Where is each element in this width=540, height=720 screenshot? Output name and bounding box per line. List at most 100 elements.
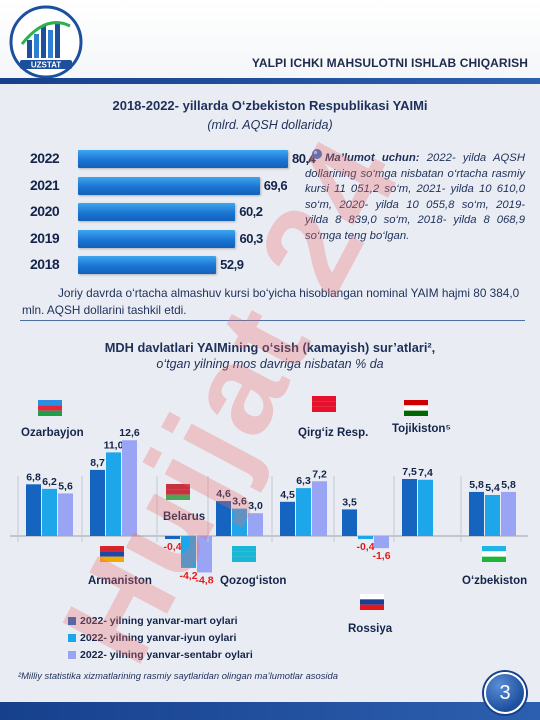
gdp-year-label: 2021: [30, 176, 60, 193]
gdp-bar: [78, 176, 260, 195]
data-label: 5,8: [501, 479, 516, 491]
cis-gdp-growth-chart: 6,8 6,2 5,6 Ozarbayjon 8,7 11,012,6 Armaniston…: [10, 396, 528, 635]
page-header: [0, 0, 540, 84]
data-label: -1,6: [372, 550, 390, 562]
flag-kazakhstan-icon: [232, 556, 256, 562]
legend-label: 2022- yilning yanvar-iyun oylari: [80, 631, 237, 644]
gdp-bar: [78, 150, 288, 168]
data-bar: [42, 488, 57, 536]
flag-belarus-icon: [166, 494, 190, 500]
country-label: Tojikiston⁵: [392, 423, 451, 435]
data-bar: [248, 513, 263, 536]
data-label: 5,8: [469, 479, 484, 491]
flag-kyrgyzstan-icon: [312, 396, 336, 402]
data-label: 5,6: [58, 480, 73, 492]
data-bar: [197, 536, 212, 573]
data-bar: [122, 440, 137, 536]
legend-item: 2022- yilning yanvar-sentabr oylari: [68, 646, 253, 663]
flag-tajikistan-icon: [404, 405, 428, 411]
data-label: 4,5: [280, 489, 295, 501]
flag-kazakhstan-icon: [232, 546, 256, 552]
data-label: 7,4: [418, 467, 433, 479]
flag-kazakhstan-icon: [232, 551, 256, 557]
gdp-value-label: 60,3: [239, 230, 263, 246]
flag-tajikistan-icon: [404, 410, 428, 416]
gdp-chart-title: 2018-2022- yillarda O‘zbekiston Respubli…: [112, 98, 428, 113]
flag-belarus-icon: [166, 489, 190, 495]
info-lead: Ma’lumot uchun:: [325, 152, 420, 164]
data-label: 7,2: [312, 468, 327, 480]
gdp-row-2020: 2020 60,2: [30, 201, 300, 223]
country-label: Qozog‘iston: [220, 575, 286, 587]
footnote: ²Milliy statistika xizmatlarining rasmiy…: [18, 670, 338, 681]
flag-russia-icon: [360, 599, 384, 605]
flag-uzbekistan-icon: [482, 551, 506, 557]
flag-armenia-icon: [100, 556, 124, 562]
gdp-value-label: 80,4: [291, 151, 316, 166]
gdp-value-label: 52,9: [220, 257, 244, 272]
data-label: 11,0: [104, 439, 124, 451]
nominal-gdp-note: Joriy davrda o‘rtacha almashuv kursi bo‘…: [22, 286, 520, 317]
gdp-year-label: 2019: [30, 229, 60, 246]
page-heading: YALPI ICHKI MAHSULOTNI ISHLAB CHIQARISH: [251, 56, 528, 70]
data-label: 6,2: [42, 476, 57, 488]
logo-text: UZSTAT: [31, 61, 61, 70]
data-label: 7,5: [402, 466, 417, 478]
legend-swatch: [68, 633, 76, 642]
page-number: 3: [484, 672, 526, 714]
flag-kyrgyzstan-icon: [312, 406, 336, 412]
flag-uzbekistan-icon: [482, 546, 506, 552]
gdp-row-2019: 2019 60,3: [30, 228, 300, 250]
data-bar: [469, 491, 484, 536]
legend-swatch: [68, 650, 76, 659]
data-label: 4,6: [216, 488, 231, 500]
data-bar: [312, 481, 327, 536]
flag-tajikistan-icon: [404, 400, 428, 406]
data-bar: [485, 494, 500, 536]
gdp-value-label: 60,2: [239, 204, 263, 219]
data-label: 6,3: [296, 475, 311, 487]
legend-item: 2022- yilning yanvar-mart oylari: [68, 612, 253, 629]
data-bar: [402, 479, 417, 536]
country-label: Rossiya: [348, 623, 393, 635]
flag-uzbekistan-icon: [482, 556, 506, 562]
data-label: 3,5: [342, 496, 357, 508]
country-label: Belarus: [163, 511, 205, 523]
gdp-row-2018: 2018 52,9: [30, 254, 300, 276]
country-label: Ozarbayjon: [21, 427, 84, 439]
gdp-chart-subtitle: (mlrd. AQSH dollarida): [207, 118, 333, 132]
data-label: 3,6: [232, 496, 247, 508]
section-divider: [20, 320, 525, 321]
legend-swatch: [68, 616, 76, 625]
data-bar: [374, 536, 389, 549]
flag-belarus-icon: [166, 484, 190, 490]
gdp-row-2022: 2022 80,4: [30, 148, 316, 170]
flag-russia-icon: [360, 604, 384, 610]
footer-bar: [0, 702, 540, 720]
flag-armenia-icon: [100, 551, 124, 557]
legend-label: 2022- yilning yanvar-sentabr oylari: [80, 648, 253, 661]
flag-azerbaijan-icon: [38, 405, 62, 411]
data-bar: [165, 536, 180, 540]
gdp-bar: [78, 256, 217, 274]
data-label: 12,6: [119, 427, 140, 439]
data-bar: [216, 501, 231, 536]
data-bar: [501, 491, 516, 536]
data-bar: [106, 452, 121, 536]
flag-azerbaijan-icon: [38, 400, 62, 406]
gdp-year-label: 2022: [30, 150, 60, 166]
country-label: O‘zbekiston: [462, 575, 527, 587]
data-bar: [418, 479, 433, 536]
gdp-row-2021: 2021 69,6: [30, 175, 300, 197]
flag-azerbaijan-icon: [38, 410, 62, 416]
data-bar: [26, 484, 41, 536]
flag-russia-icon: [360, 594, 384, 600]
header-divider: [0, 78, 540, 84]
data-label: -0,4: [163, 541, 181, 553]
data-bar: [90, 469, 105, 536]
data-bar: [358, 536, 373, 540]
gdp-bar: [78, 229, 236, 248]
exchange-rate-info: Ma’lumot uchun: 2022- yilda AQSH dollari…: [305, 148, 525, 245]
cis-chart-subtitle: o‘tgan yilning mos davriga nisbatan % da: [156, 357, 384, 371]
data-bar: [296, 488, 311, 536]
